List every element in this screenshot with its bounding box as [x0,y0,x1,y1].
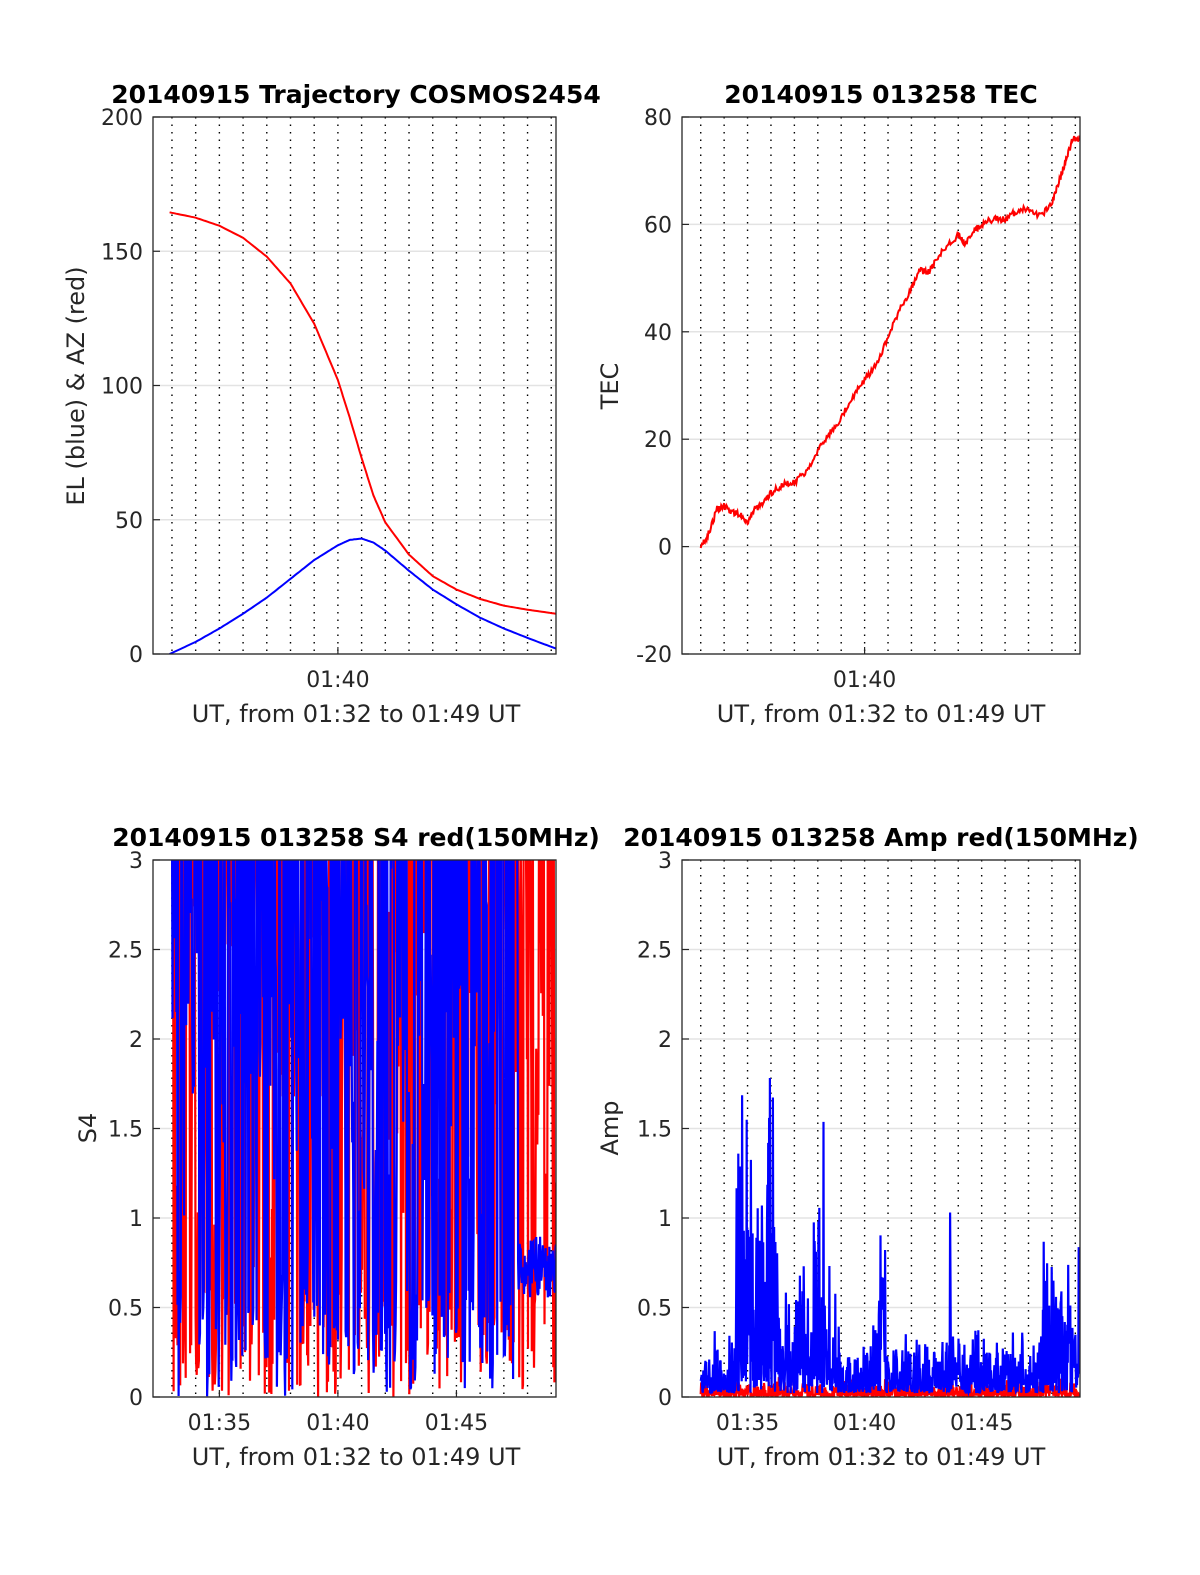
x-tick-label: 01:40 [306,668,369,693]
y-tick-label: 1.5 [108,1118,143,1143]
y-tick-label: 3 [129,849,143,874]
y-tick-label: 1 [658,1207,672,1232]
x-tick-label: 01:35 [716,1411,779,1436]
x-axis-label: UT, from 01:32 to 01:49 UT [192,700,521,728]
y-tick-label: 50 [115,509,143,534]
panel-title: 20140915 013258 S4 red(150MHz) [112,823,600,852]
y-axis-label: TEC [596,363,624,411]
y-tick-label: 40 [644,321,672,346]
y-tick-label: 0 [129,643,143,668]
y-tick-label: -20 [636,643,672,668]
x-axis-label: UT, from 01:32 to 01:49 UT [717,1443,1046,1471]
y-tick-label: 1 [129,1207,143,1232]
blue-series-line [699,1077,1080,1397]
amp-panel: 20140915 013258 Amp red(150MHz) UT, from… [596,823,1139,1471]
y-tick-label: 3 [658,849,672,874]
s4-panel: 20140915 013258 S4 red(150MHz) UT, from … [74,823,600,1471]
y-tick-label: 0.5 [108,1297,143,1322]
y-tick-label: 2.5 [637,939,672,964]
y-tick-label: 60 [644,213,672,238]
trajectory-panel: 20140915 Trajectory COSMOS2454 UT, from … [62,80,601,728]
y-tick-label: 100 [101,375,143,400]
y-tick-label: 200 [101,106,143,131]
x-tick-label: 01:40 [833,1411,896,1436]
x-axis-label: UT, from 01:32 to 01:49 UT [717,700,1046,728]
tec-panel: 20140915 013258 TEC UT, from 01:32 to 01… [596,80,1081,728]
panel-title: 20140915 013258 TEC [724,80,1037,109]
x-tick-label: 01:45 [425,1411,488,1436]
axes-frame [152,859,557,1398]
red-series-line [699,135,1080,549]
y-axis-label: S4 [74,1113,102,1144]
y-axis-label: Amp [596,1100,624,1155]
panel-title: 20140915 Trajectory COSMOS2454 [111,80,601,109]
y-tick-label: 0 [129,1386,143,1411]
y-axis-label: EL (blue) & AZ (red) [62,266,90,505]
x-tick-label: 01:35 [188,1411,251,1436]
y-tick-label: 2 [129,1028,143,1053]
x-tick-label: 01:40 [306,1411,369,1436]
x-tick-label: 01:40 [833,668,896,693]
axes-frame [152,116,557,655]
plot-area [682,117,1080,654]
y-tick-label: 0 [658,536,672,561]
y-tick-label: 1.5 [637,1118,672,1143]
y-tick-label: 150 [101,240,143,265]
y-tick-label: 0.5 [637,1297,672,1322]
axes-frame [681,116,1081,655]
x-axis-label: UT, from 01:32 to 01:49 UT [192,1443,521,1471]
panel-title: 20140915 013258 Amp red(150MHz) [623,823,1139,852]
y-tick-label: 2 [658,1028,672,1053]
blue-series-line [171,860,556,1397]
y-tick-label: 80 [644,106,672,131]
blue-series-line [169,537,556,654]
red-series-line [169,211,556,615]
axes-frame [681,859,1081,1398]
x-tick-label: 01:45 [950,1411,1013,1436]
y-tick-label: 0 [658,1386,672,1411]
y-tick-label: 2.5 [108,939,143,964]
y-tick-label: 20 [644,428,672,453]
